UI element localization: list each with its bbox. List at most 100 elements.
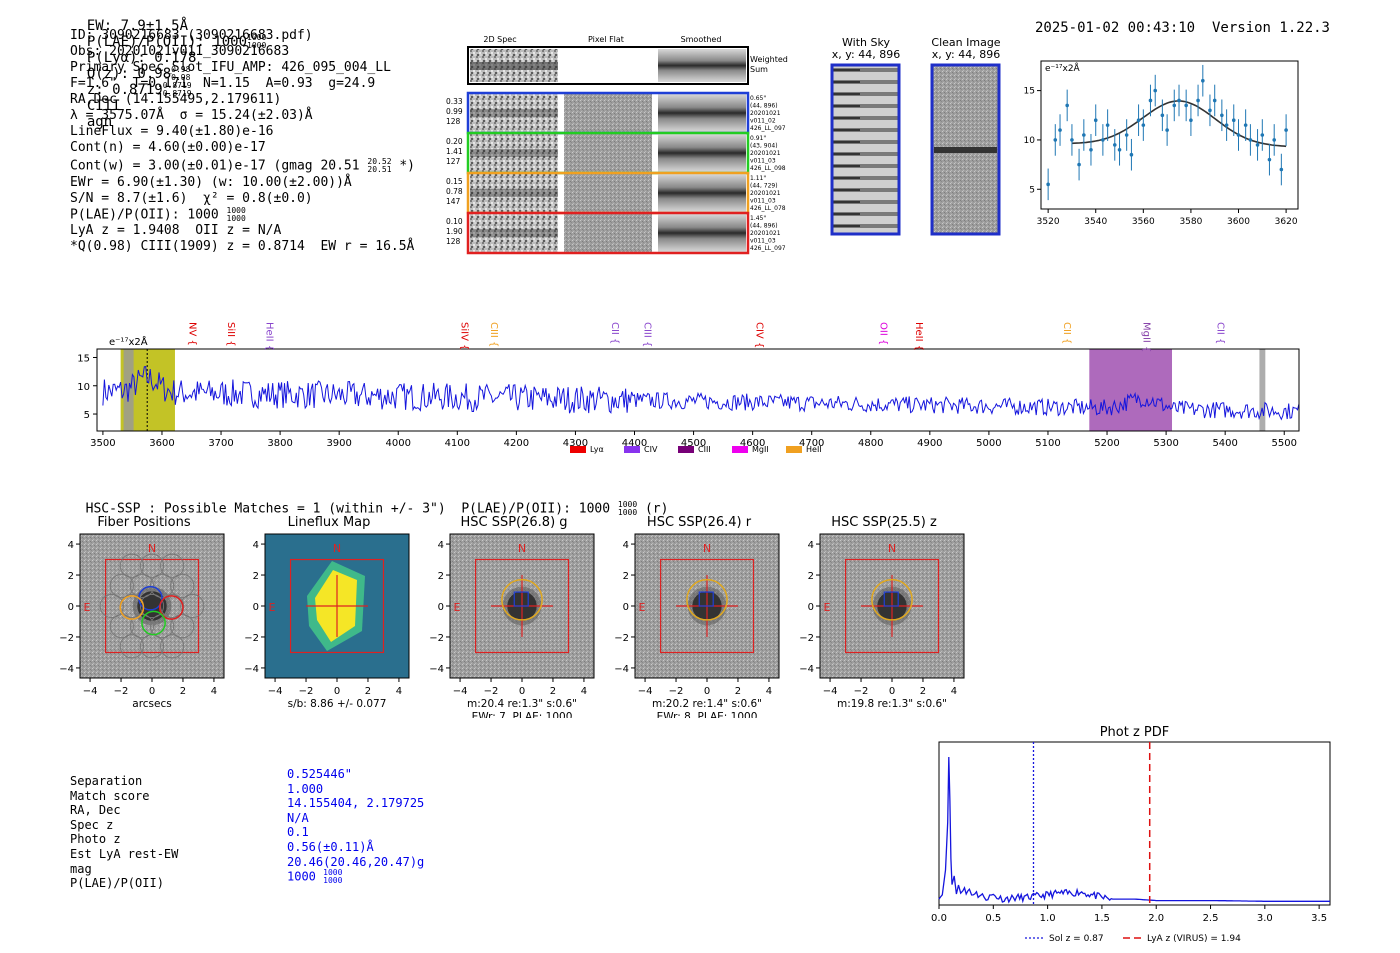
cutout-2dspec (470, 94, 558, 132)
zoom-data-point (1201, 78, 1205, 83)
pdf-xtick-label: 1.5 (1094, 913, 1110, 924)
zoom-data-point (1236, 133, 1241, 137)
panel-xtick-label: −4 (268, 686, 283, 697)
full-line-marker: CII { (1061, 322, 1072, 344)
zoom-data-point (1177, 98, 1181, 103)
panel-caption: m:20.4 re:1.3" s:0.6" (467, 698, 577, 710)
full-xtick-label: 4700 (799, 438, 824, 449)
panel-east-label: E (83, 601, 90, 614)
cutout-2dspec-trace (470, 189, 558, 197)
zoom-ytick-label: 15 (1024, 87, 1035, 97)
fiber-orange (119, 595, 145, 620)
full-unit-label: e⁻¹⁷x2Å (109, 335, 148, 348)
cutout-left-label: 1.90 (446, 227, 463, 236)
panel-xtick-label: 0 (149, 686, 155, 697)
zoom-data-point (1272, 138, 1277, 142)
panel-xtick-label: 2 (550, 686, 556, 697)
image-panel: Lineflux Map N E −4 4 −2 2 0 0 2 −2 4 −4 s/b: 8.86 +/… (245, 515, 410, 710)
zoom-data-point (1124, 133, 1129, 137)
panel-xtick-label: 0 (889, 686, 895, 697)
header-timestamp: 2025-01-02 00:43:10 (1034, 20, 1196, 36)
panel-xtick-label: −4 (453, 686, 468, 697)
panel-north-label: N (148, 542, 156, 555)
pdf-curve (938, 756, 1330, 904)
full-xtick-label: 3700 (208, 438, 233, 449)
with-sky-image (830, 63, 901, 236)
full-line-marker: HeII { (913, 322, 924, 351)
zoom-data-point (1196, 98, 1200, 103)
panel-xtick-label: −2 (854, 686, 869, 697)
zoom-data-point (1141, 123, 1146, 127)
panel-title: HSC SSP(26.8) g (460, 515, 567, 530)
panel-title: Lineflux Map (288, 515, 371, 530)
match-value-specz: N/A (287, 810, 309, 825)
pdf-legend-sol-label: Sol z = 0.87 (1049, 934, 1104, 944)
full-spectrum-chart: e⁻¹⁷x2Å 3500 3600 3700 3800 3900 4000 4100 4200 4… (77, 322, 1300, 454)
full-legend-label: CIV (644, 445, 658, 454)
zoom-xtick-label: 3540 (1084, 217, 1107, 227)
cutout-right-label: v011_03 (750, 238, 776, 245)
panel-xtick-label: 2 (735, 686, 741, 697)
panel-ytick-label: 0 (438, 602, 444, 613)
panel-xtick-label: 0 (704, 686, 710, 697)
pdf-xtick-label: 0.5 (985, 913, 1001, 924)
with-sky-xy: x, y: 44, 896 (831, 48, 901, 61)
cutout-right-label: 20201021 (750, 150, 781, 157)
info-lyaz: LyA z = 1.9408 OII z = N/A (70, 223, 282, 238)
panel-caption: s/b: 8.86 +/- 0.077 (288, 698, 387, 710)
info-contw: Cont(w) = 3.00(±0.01)e-17 (gmag 20.51 20… (70, 157, 415, 174)
pdf-xtick-label: 3.0 (1257, 913, 1273, 924)
full-line-marker: CII { (1214, 322, 1225, 344)
panel-ytick-label: −2 (245, 633, 259, 644)
panel-match-circle (871, 578, 913, 621)
full-line-marker: MgII { (1141, 322, 1152, 352)
match-label-plae: P(LAE)/P(OII) (70, 876, 164, 891)
zoom-data-point (1148, 98, 1153, 103)
header-line: EW: 7.9±1.5Å P(LAE)/P(OII): 1000 1000 1000… (70, 2, 266, 130)
zoom-data-point (1105, 123, 1110, 127)
panel-ytick-label: 4 (68, 540, 74, 551)
with-sky-title-block: With Sky x, y: 44, 896 (826, 37, 906, 61)
cutout-left-label: 128 (446, 117, 461, 126)
full-xtick-label: 3900 (326, 438, 351, 449)
pdf-xtick-label: 3.5 (1311, 913, 1327, 924)
panel-xtick-label: 4 (951, 686, 957, 697)
panel-ytick-label: 0 (808, 602, 814, 613)
info-lambda: λ = 3575.07Å σ = 15.24(±2.03)Å (70, 108, 313, 123)
panel-xtick-label: −4 (823, 686, 838, 697)
cutout-right-label: v011_03 (750, 198, 776, 205)
cutout-right-label: 20201021 (750, 230, 781, 237)
fiber-circle (160, 634, 185, 659)
header-qz: Q(z): 0.98 (86, 66, 172, 82)
match-value-score: 1.000 (287, 781, 324, 796)
full-line-marker: OII { (878, 322, 889, 345)
zoom-data-point (1070, 138, 1074, 142)
cutout-smoothed (658, 134, 746, 172)
cutout-right-label: (44, 729) (750, 183, 778, 190)
panel-east-label: E (268, 601, 275, 614)
full-xtick-label: 3600 (149, 438, 174, 449)
full-xtick-label: 4300 (563, 438, 588, 449)
full-xtick-label: 3500 (90, 438, 115, 449)
panel-aperture-box (474, 558, 570, 654)
cutout-left-label: 0.15 (446, 177, 463, 186)
col-title-2dspec: 2D Spec (483, 35, 516, 44)
zoom-data-point (1129, 152, 1134, 157)
cutout-left-label: 0.99 (446, 107, 463, 116)
panel-ytick-label: 2 (253, 571, 259, 582)
panel-ytick-label: 2 (438, 571, 444, 582)
panel-match-circle (686, 578, 728, 621)
zoom-data-point (1117, 148, 1122, 152)
info-qline: *Q(0.98) CIII(1909) z = 0.8714 EW r = 16… (70, 239, 415, 254)
pdf-title: Phot z PDF (1100, 725, 1170, 740)
zoom-xtick-label: 3620 (1275, 217, 1298, 227)
match-label-score: Match score (70, 788, 150, 803)
zoom-data-point (1165, 128, 1169, 132)
info-primary: Primary Spec_Slot_IFU_AMP: 426_095_004_L… (70, 60, 391, 75)
full-legend-label: CIII (698, 445, 711, 454)
pdf-xtick-label: 1.0 (1040, 913, 1056, 924)
panel-xtick-label: −4 (83, 686, 98, 697)
zoom-data-point (1279, 167, 1284, 172)
cutout-2dspec (470, 134, 558, 172)
